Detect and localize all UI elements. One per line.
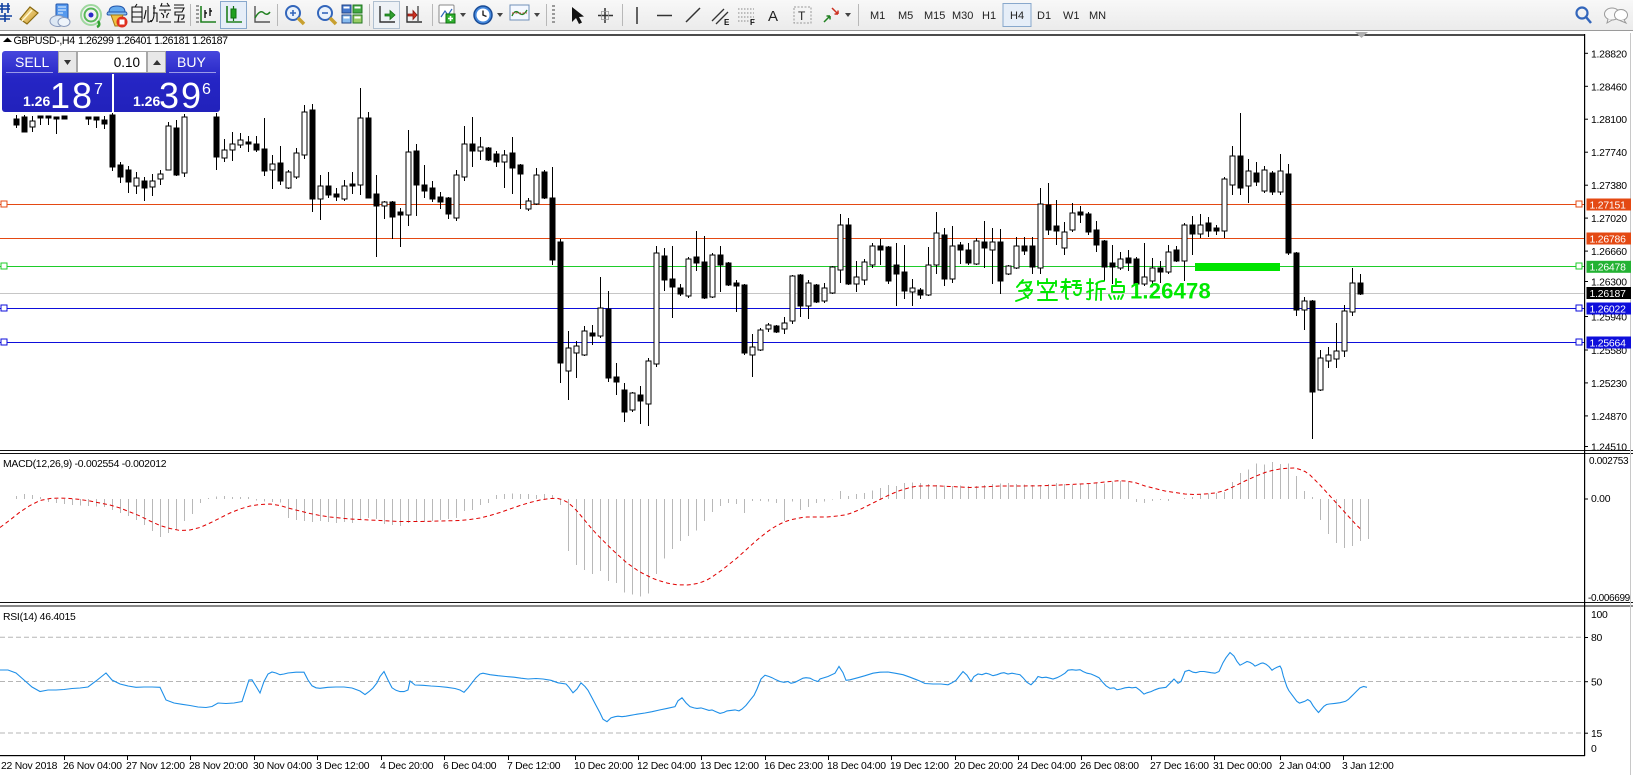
- svg-text:MACD(12,26,9) -0.002554 -0.002: MACD(12,26,9) -0.002554 -0.002012: [3, 459, 167, 470]
- svg-text:7: 7: [94, 81, 103, 98]
- svg-text:RSI(14) 46.4015: RSI(14) 46.4015: [3, 612, 76, 623]
- svg-text:30 Nov 04:00: 30 Nov 04:00: [253, 761, 312, 772]
- svg-text:13 Dec 12:00: 13 Dec 12:00: [700, 761, 759, 772]
- svg-text:1.27740: 1.27740: [1591, 148, 1627, 159]
- svg-text:1.27020: 1.27020: [1591, 214, 1627, 225]
- svg-text:1.28100: 1.28100: [1591, 115, 1627, 126]
- svg-text:39: 39: [159, 75, 203, 112]
- svg-text:2 Jan 04:00: 2 Jan 04:00: [1279, 761, 1331, 772]
- svg-text:3 Jan 12:00: 3 Jan 12:00: [1342, 761, 1394, 772]
- svg-text:H4: H4: [1010, 10, 1024, 22]
- svg-text:1.26300: 1.26300: [1591, 278, 1627, 289]
- svg-text:19 Dec 12:00: 19 Dec 12:00: [890, 761, 949, 772]
- svg-text:1.25940: 1.25940: [1591, 313, 1627, 324]
- svg-text:1.27380: 1.27380: [1591, 181, 1627, 192]
- svg-text:1.26786: 1.26786: [1590, 234, 1627, 245]
- svg-text:12 Dec 04:00: 12 Dec 04:00: [637, 761, 696, 772]
- svg-text:1.26478: 1.26478: [1590, 263, 1627, 274]
- svg-text:26 Nov 04:00: 26 Nov 04:00: [63, 761, 122, 772]
- svg-text:1.24870: 1.24870: [1591, 412, 1627, 423]
- svg-text:A: A: [768, 8, 778, 25]
- svg-text:T: T: [798, 9, 806, 23]
- svg-text:1.26022: 1.26022: [1590, 304, 1627, 315]
- svg-text:E: E: [724, 18, 730, 27]
- svg-text:M5: M5: [898, 10, 913, 22]
- svg-text:D1: D1: [1037, 10, 1051, 22]
- svg-text:1.28820: 1.28820: [1591, 49, 1627, 60]
- svg-text:18: 18: [50, 75, 94, 112]
- svg-text:22 Nov 2018: 22 Nov 2018: [1, 761, 58, 772]
- svg-text:24 Dec 04:00: 24 Dec 04:00: [1017, 761, 1076, 772]
- svg-text:M30: M30: [952, 10, 973, 22]
- svg-text:-0.006699: -0.006699: [1588, 593, 1631, 604]
- svg-text:1.26187: 1.26187: [1590, 289, 1627, 300]
- svg-text:0: 0: [1591, 744, 1597, 755]
- svg-text:1.28460: 1.28460: [1591, 82, 1627, 93]
- svg-text:28 Nov 20:00: 28 Nov 20:00: [189, 761, 248, 772]
- svg-text:1.25230: 1.25230: [1591, 379, 1627, 390]
- svg-text:1.25580: 1.25580: [1591, 346, 1627, 357]
- svg-text:MN: MN: [1089, 10, 1106, 22]
- svg-text:16 Dec 23:00: 16 Dec 23:00: [764, 761, 823, 772]
- svg-text:6: 6: [202, 81, 211, 98]
- svg-text:1.24510: 1.24510: [1591, 443, 1627, 454]
- svg-text:0.00: 0.00: [1591, 494, 1611, 505]
- svg-text:GBPUSD-,H4: GBPUSD-,H4: [14, 35, 76, 47]
- svg-text:27 Dec 16:00: 27 Dec 16:00: [1150, 761, 1209, 772]
- svg-text:20 Dec 20:00: 20 Dec 20:00: [954, 761, 1013, 772]
- svg-text:BUY: BUY: [177, 54, 206, 70]
- svg-text:7 Dec 12:00: 7 Dec 12:00: [507, 761, 561, 772]
- svg-text:100: 100: [1591, 610, 1608, 621]
- svg-text:M1: M1: [870, 10, 885, 22]
- svg-text:F: F: [750, 18, 755, 27]
- svg-text:H1: H1: [982, 10, 996, 22]
- svg-text:W1: W1: [1063, 10, 1080, 22]
- svg-text:6 Dec 04:00: 6 Dec 04:00: [443, 761, 497, 772]
- svg-text:SELL: SELL: [15, 54, 49, 70]
- svg-text:18 Dec 04:00: 18 Dec 04:00: [827, 761, 886, 772]
- svg-text:27 Nov 12:00: 27 Nov 12:00: [126, 761, 185, 772]
- svg-text:M15: M15: [924, 10, 945, 22]
- svg-text:1.25664: 1.25664: [1590, 338, 1627, 349]
- svg-text:0.10: 0.10: [114, 55, 140, 70]
- svg-text:1.27151: 1.27151: [1590, 200, 1627, 211]
- svg-text:1.26: 1.26: [23, 93, 50, 109]
- svg-text:26 Dec 08:00: 26 Dec 08:00: [1080, 761, 1139, 772]
- svg-text:1.26478: 1.26478: [1130, 279, 1211, 304]
- svg-text:50: 50: [1591, 678, 1603, 689]
- svg-text:10 Dec 20:00: 10 Dec 20:00: [574, 761, 633, 772]
- svg-text:4 Dec 20:00: 4 Dec 20:00: [380, 761, 434, 772]
- svg-text:15: 15: [1591, 729, 1603, 740]
- svg-text:80: 80: [1591, 633, 1603, 644]
- svg-text:1.26660: 1.26660: [1591, 247, 1627, 258]
- svg-text:1.26: 1.26: [133, 93, 160, 109]
- svg-text:0.002753: 0.002753: [1589, 456, 1629, 467]
- svg-text:1.26299 1.26401 1.26181 1.2618: 1.26299 1.26401 1.26181 1.26187: [78, 35, 228, 47]
- svg-text:3 Dec 12:00: 3 Dec 12:00: [316, 761, 370, 772]
- svg-text:31 Dec 00:00: 31 Dec 00:00: [1213, 761, 1272, 772]
